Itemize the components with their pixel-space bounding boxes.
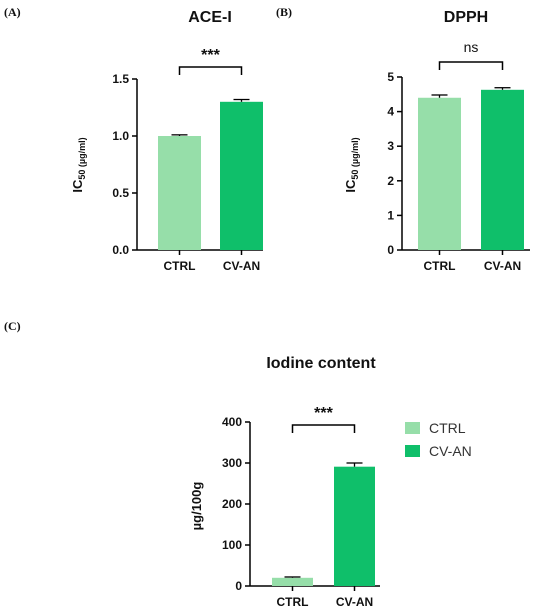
y-tick-label: 0 — [387, 243, 394, 257]
x-tick-label: CV-AN — [484, 259, 521, 273]
y-tick-label: 2 — [387, 174, 394, 188]
bar-cv-an — [481, 89, 524, 250]
y-tick-label: 0.0 — [112, 243, 129, 257]
y-axis-label: IC50 (µg/ml) — [70, 137, 87, 192]
y-axis-label: IC50 (µg/ml) — [343, 137, 360, 192]
bar-cv-an — [334, 466, 375, 586]
x-tick-label: CV-AN — [223, 259, 260, 273]
bar-ctrl — [418, 97, 461, 250]
y-tick-label: 1.5 — [112, 72, 129, 86]
y-axis-label-main: µg/100g — [189, 482, 204, 531]
y-tick-label: 1 — [387, 208, 394, 222]
chart-panel-1: (A) ACE-I 0.0 0.5 1.0 1.5 IC50 (µg/ml) CTRL CV-A… — [4, 5, 263, 273]
x-tick-label: CV-AN — [336, 595, 373, 609]
chart-title: ACE-I — [188, 9, 232, 26]
bar-ctrl — [272, 577, 313, 586]
significance-bracket — [291, 424, 356, 433]
legend-swatch — [405, 445, 420, 457]
y-tick-label: 3 — [387, 139, 394, 153]
y-tick-label: 0 — [235, 579, 242, 593]
panel-label: (A) — [4, 5, 21, 19]
x-tick-label: CTRL — [164, 259, 196, 273]
panel-label: (C) — [4, 319, 21, 333]
chart-panel-3: (C) Iodine content 0 100 200 300 400 µg/100g CTR… — [4, 319, 472, 609]
y-axis-label-main: IC — [70, 179, 85, 193]
y-axis-label: µg/100g — [189, 482, 204, 531]
legend-label: CV-AN — [429, 443, 472, 459]
bar-cv-an — [220, 101, 263, 250]
y-axis-label-sub: 50 (µg/ml) — [350, 137, 360, 179]
chart-title: Iodine content — [266, 355, 376, 372]
y-tick-label: 100 — [222, 538, 242, 552]
y-axis-label-sub: 50 (µg/ml) — [77, 137, 87, 179]
y-tick-label: 300 — [222, 456, 242, 470]
significance-bracket — [438, 61, 504, 70]
y-tick-label: 200 — [222, 497, 242, 511]
legend-swatch — [405, 422, 420, 434]
y-tick-label: 4 — [387, 105, 394, 119]
y-tick-label: 1.0 — [112, 129, 129, 143]
y-tick-label: 5 — [387, 70, 394, 84]
significance-label: *** — [201, 47, 220, 64]
y-tick-label: 0.5 — [112, 186, 129, 200]
x-tick-label: CTRL — [277, 595, 309, 609]
y-axis-label-main: IC — [343, 179, 358, 193]
x-tick-label: CTRL — [424, 259, 456, 273]
significance-label: ns — [464, 39, 479, 55]
y-tick-label: 400 — [222, 415, 242, 429]
significance-label: *** — [314, 405, 333, 422]
bar-ctrl — [158, 136, 201, 250]
chart-title: DPPH — [444, 9, 488, 26]
chart-panel-2: (B) DPPH 0 1 2 3 4 5 IC50 (µg/ml) CTRL CV-AN ns — [276, 5, 530, 273]
legend-label: CTRL — [429, 420, 466, 436]
significance-bracket — [178, 66, 243, 75]
panel-label: (B) — [276, 5, 292, 19]
